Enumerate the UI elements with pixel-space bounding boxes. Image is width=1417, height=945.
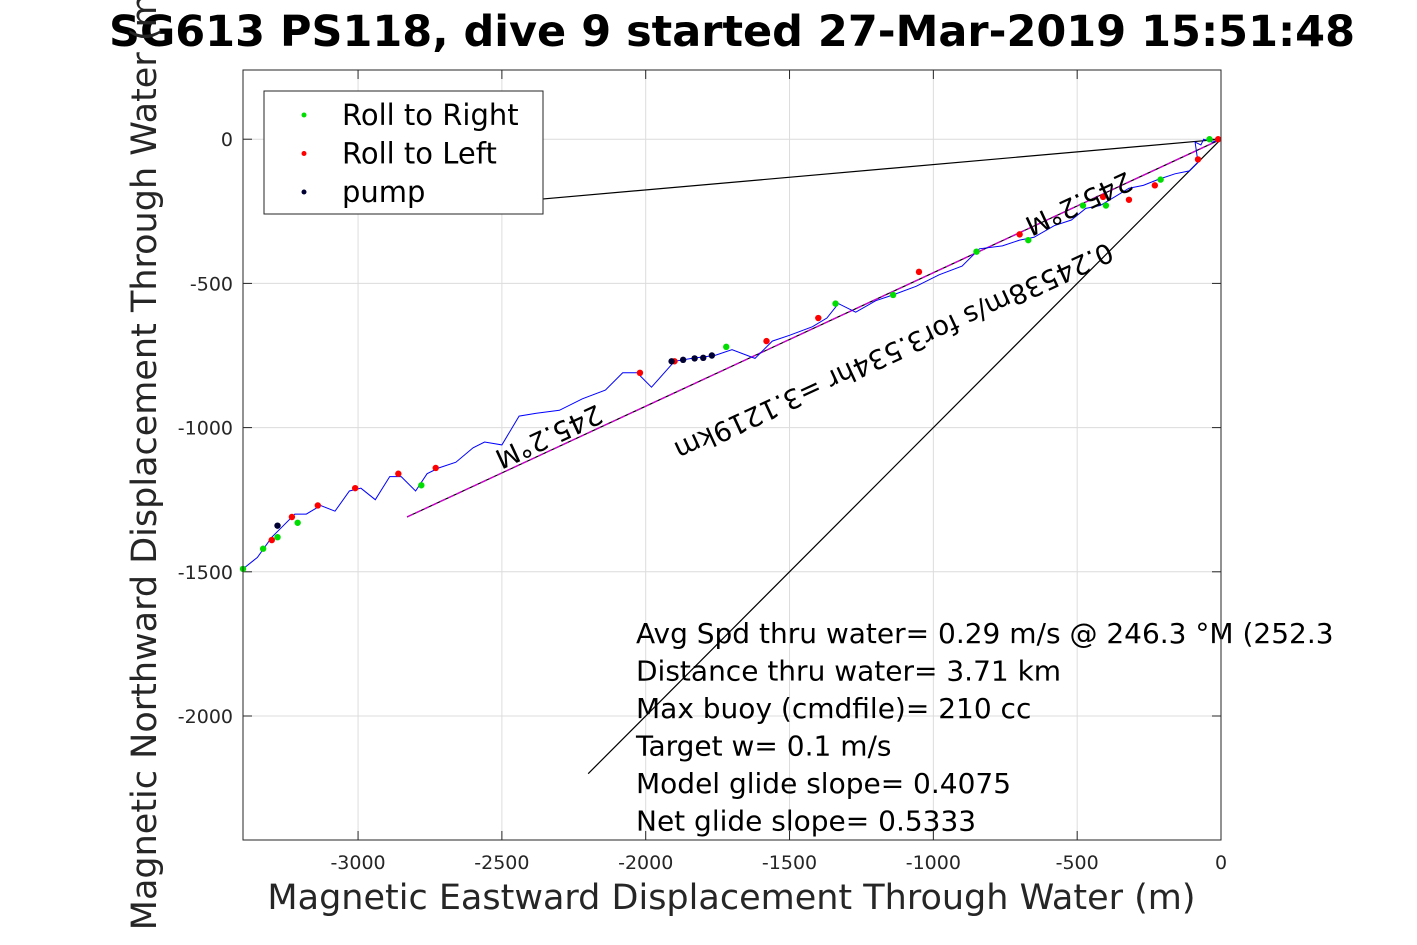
point-roll-to-left bbox=[288, 513, 296, 521]
legend-label: Roll to Right bbox=[342, 98, 519, 132]
point-roll-to-left bbox=[351, 484, 359, 492]
point-roll-to-left bbox=[1194, 156, 1202, 163]
point-roll-to-right bbox=[832, 300, 839, 307]
x-tick-label: 0 bbox=[1215, 852, 1227, 874]
point-roll-to-left bbox=[915, 268, 923, 276]
y-tick-label: -2000 bbox=[178, 706, 233, 728]
legend-marker bbox=[301, 112, 307, 118]
point-roll-to-right bbox=[418, 482, 425, 489]
point-roll-to-right bbox=[1206, 136, 1213, 143]
point-pump bbox=[691, 355, 698, 362]
point-pump bbox=[668, 358, 675, 365]
x-tick-label: -500 bbox=[1056, 852, 1099, 874]
point-roll-to-right bbox=[1079, 202, 1087, 209]
x-axis-label: Magnetic Eastward Displacement Through W… bbox=[267, 878, 1196, 918]
axis-ticks: -3000 -2500 -2000 -1500 -1000 -500 0 0 -500 -1000… bbox=[178, 70, 1227, 874]
point-pump bbox=[274, 522, 281, 529]
legend-label: pump bbox=[342, 175, 425, 209]
y-tick-label: 0 bbox=[221, 129, 233, 151]
x-tick-label: -1000 bbox=[906, 852, 961, 874]
point-roll-to-left bbox=[815, 314, 822, 322]
plot-frame bbox=[242, 69, 1222, 841]
point-roll-to-left bbox=[1151, 182, 1159, 189]
point-roll-to-right bbox=[274, 533, 281, 541]
heading-annotation-2: 245.2°M bbox=[1020, 165, 1137, 241]
x-tick-label: -3000 bbox=[330, 852, 385, 874]
current-annotation: 0.24538m/s for3.534hr =3.1219km bbox=[669, 236, 1117, 466]
point-roll-to-left bbox=[763, 337, 770, 345]
point-pump bbox=[700, 354, 707, 362]
legend-label: Roll to Left bbox=[342, 137, 497, 171]
point-roll-to-right bbox=[973, 248, 980, 255]
point-roll-to-right bbox=[1025, 236, 1032, 244]
stats-line: Max buoy (cmdfile)= 210 cc bbox=[636, 692, 1031, 725]
point-roll-to-left bbox=[314, 502, 321, 509]
track-layer bbox=[242, 138, 1222, 570]
point-roll-to-left bbox=[1016, 231, 1023, 238]
stats-line: Target w= 0.1 m/s bbox=[635, 730, 892, 763]
current-line bbox=[406, 138, 1222, 518]
legend-box bbox=[263, 90, 544, 215]
point-roll-to-right bbox=[1102, 202, 1110, 209]
point-roll-to-left bbox=[636, 369, 644, 377]
track-line bbox=[242, 138, 1222, 570]
legend: Roll to Right Roll to Left pump bbox=[263, 90, 544, 215]
point-roll-to-right bbox=[723, 343, 730, 351]
point-roll-to-right bbox=[294, 519, 301, 526]
point-roll-to-left bbox=[432, 464, 439, 472]
point-roll-to-right bbox=[259, 545, 267, 552]
y-tick-label: -500 bbox=[190, 273, 233, 295]
point-roll-to-left bbox=[268, 536, 275, 544]
point-roll-to-left bbox=[1214, 136, 1222, 143]
legend-marker bbox=[301, 189, 307, 195]
point-pump bbox=[679, 356, 687, 364]
chart-title: SG613 PS118, dive 9 started 27-Mar-2019 … bbox=[108, 7, 1356, 57]
lower-reference-line bbox=[587, 138, 1222, 775]
y-tick-label: -1000 bbox=[178, 418, 233, 440]
point-roll-to-left bbox=[395, 470, 402, 477]
y-tick-label: -1500 bbox=[178, 562, 233, 584]
point-roll-to-left bbox=[1125, 196, 1133, 203]
x-tick-label: -2000 bbox=[618, 852, 673, 874]
point-roll-to-right bbox=[889, 291, 897, 299]
stats-line: Avg Spd thru water= 0.29 m/s @ 246.3 °M … bbox=[636, 617, 1334, 650]
point-pump bbox=[708, 352, 716, 359]
point-roll-to-right bbox=[1157, 176, 1164, 183]
x-tick-label: -2500 bbox=[474, 852, 529, 874]
x-tick-label: -1500 bbox=[762, 852, 817, 874]
points-layer bbox=[239, 136, 1222, 573]
legend-marker bbox=[301, 151, 307, 156]
stats-line: Net glide slope= 0.5333 bbox=[636, 805, 976, 838]
y-axis-label: Magnetic Northward Displacement Through … bbox=[125, 0, 165, 931]
point-roll-to-left bbox=[1099, 193, 1107, 201]
stats-line: Model glide slope= 0.4075 bbox=[636, 767, 1011, 800]
stats-line: Distance thru water= 3.71 km bbox=[636, 655, 1061, 688]
